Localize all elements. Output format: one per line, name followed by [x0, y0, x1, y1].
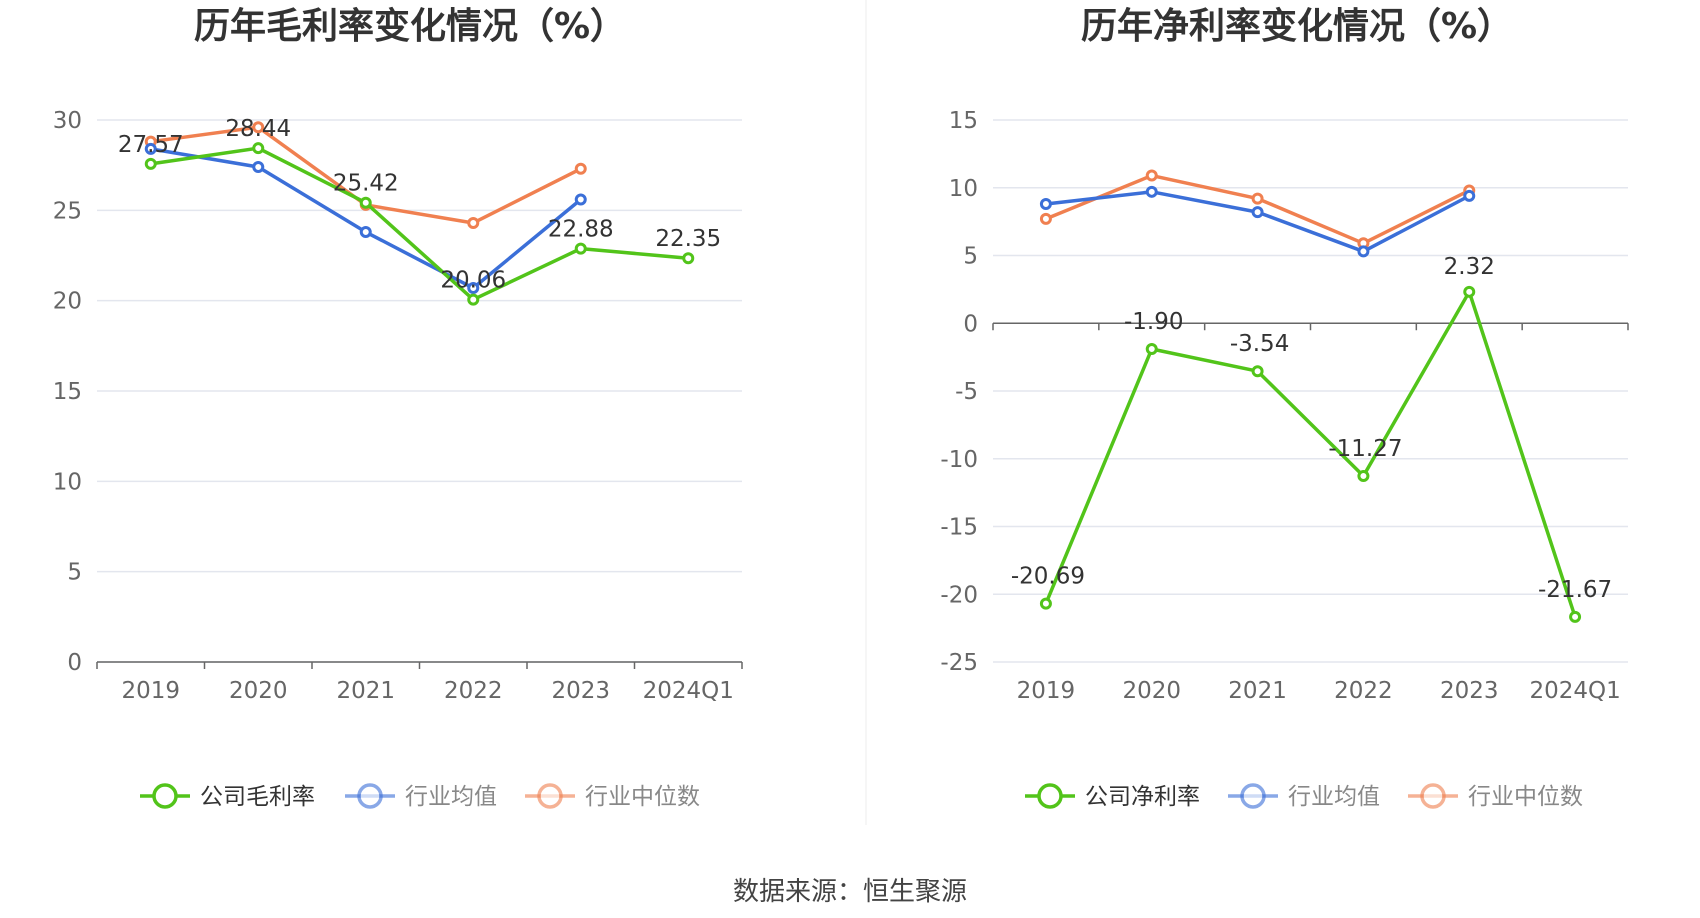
data-label: 20.06 [440, 268, 506, 294]
data-point[interactable] [1251, 206, 1264, 219]
legend-swatch-marker [357, 783, 383, 809]
y-tick-label: 30 [53, 108, 82, 134]
x-tick-label: 2022 [444, 678, 503, 704]
data-label: -11.27 [1328, 436, 1402, 462]
data-label: 28.44 [225, 116, 291, 142]
data-source: 数据来源：恒生聚源 [733, 877, 967, 907]
data-point[interactable] [359, 196, 372, 209]
x-tick-label: 2023 [551, 678, 610, 704]
data-point[interactable] [144, 157, 157, 170]
data-point[interactable] [574, 162, 587, 175]
gross-margin-chart: 历年毛利率变化情况（%） 0 5 10 15 20 25 30 2019 2020 2021 2022… [53, 5, 743, 810]
x-tick-label: 2020 [229, 678, 288, 704]
y-tick-label: -15 [940, 515, 978, 541]
data-point[interactable] [1039, 212, 1052, 225]
data-point[interactable] [1569, 610, 1582, 623]
x-tick-label: 2024Q1 [1529, 678, 1620, 704]
data-point[interactable] [1463, 285, 1476, 298]
y-tick-label: -5 [955, 379, 978, 405]
series-line [150, 146, 689, 302]
x-tick-label: 2024Q1 [643, 678, 734, 704]
data-label: 2.32 [1444, 254, 1495, 280]
y-tick-label: 10 [53, 469, 82, 495]
data-point[interactable] [144, 142, 157, 155]
legend-swatch-marker [537, 783, 563, 809]
y-tick-label: 5 [963, 244, 978, 270]
y-tick-label: 10 [949, 176, 978, 202]
data-point[interactable] [682, 252, 695, 265]
y-tick-label: -25 [940, 650, 978, 676]
data-point[interactable] [252, 160, 265, 173]
data-point[interactable] [1145, 342, 1158, 355]
legend-item[interactable]: 行业中位数 [1468, 784, 1583, 810]
legend-item[interactable]: 行业均值 [405, 784, 497, 810]
y-tick-label: 25 [53, 198, 82, 224]
x-tick-label: 2022 [1334, 678, 1393, 704]
data-point[interactable] [1251, 192, 1264, 205]
x-tick-label: 2021 [336, 678, 395, 704]
y-tick-label: 15 [53, 379, 82, 405]
data-label: -20.69 [1011, 564, 1085, 590]
data-point[interactable] [1357, 245, 1370, 258]
x-tick-label: 2019 [1017, 678, 1076, 704]
legend-item[interactable]: 公司毛利率 [200, 784, 315, 810]
x-tick-label: 2020 [1122, 678, 1181, 704]
data-point[interactable] [1145, 169, 1158, 182]
y-tick-label: -10 [940, 447, 978, 473]
legend-swatch-marker [1420, 783, 1446, 809]
series-line [1044, 290, 1577, 618]
x-tick-label: 2021 [1228, 678, 1287, 704]
data-point[interactable] [1357, 469, 1370, 482]
data-point[interactable] [574, 242, 587, 255]
data-point[interactable] [252, 142, 265, 155]
net-margin-chart: 历年净利率变化情况（%） -25 -20 -15 -10 -5 0 5 10 15 2019 2020… [940, 5, 1629, 810]
y-tick-label: 0 [963, 311, 978, 337]
legend-item[interactable]: 行业均值 [1288, 784, 1380, 810]
data-point[interactable] [1463, 189, 1476, 202]
data-label: 25.42 [333, 171, 399, 197]
data-point[interactable] [574, 193, 587, 206]
legend-swatch-marker [1240, 783, 1266, 809]
data-label: -21.67 [1538, 577, 1612, 603]
legend-item[interactable]: 行业中位数 [585, 784, 700, 810]
x-tick-label: 2023 [1440, 678, 1499, 704]
data-point[interactable] [252, 121, 265, 134]
chart-title: 历年净利率变化情况（%） [1081, 5, 1513, 47]
y-tick-label: 0 [67, 650, 82, 676]
chart-title: 历年毛利率变化情况（%） [194, 5, 626, 47]
data-point[interactable] [1145, 185, 1158, 198]
data-label: -1.90 [1124, 309, 1184, 335]
y-tick-label: 5 [67, 560, 82, 586]
y-tick-label: -20 [940, 582, 978, 608]
data-point[interactable] [1251, 365, 1264, 378]
data-point[interactable] [467, 282, 480, 295]
data-point[interactable] [1039, 198, 1052, 211]
data-point[interactable] [359, 226, 372, 239]
y-tick-label: 15 [949, 108, 978, 134]
data-point[interactable] [467, 216, 480, 229]
data-point[interactable] [467, 293, 480, 306]
x-tick-label: 2019 [121, 678, 180, 704]
data-point[interactable] [1039, 597, 1052, 610]
data-label: -3.54 [1230, 331, 1290, 357]
legend-swatch-marker [152, 783, 178, 809]
legend-item[interactable]: 公司净利率 [1085, 784, 1200, 810]
data-label: 22.88 [548, 217, 614, 243]
legend-swatch-marker [1037, 783, 1063, 809]
data-label: 27.57 [118, 132, 184, 158]
data-label: 22.35 [655, 226, 721, 252]
y-tick-label: 20 [53, 289, 82, 315]
